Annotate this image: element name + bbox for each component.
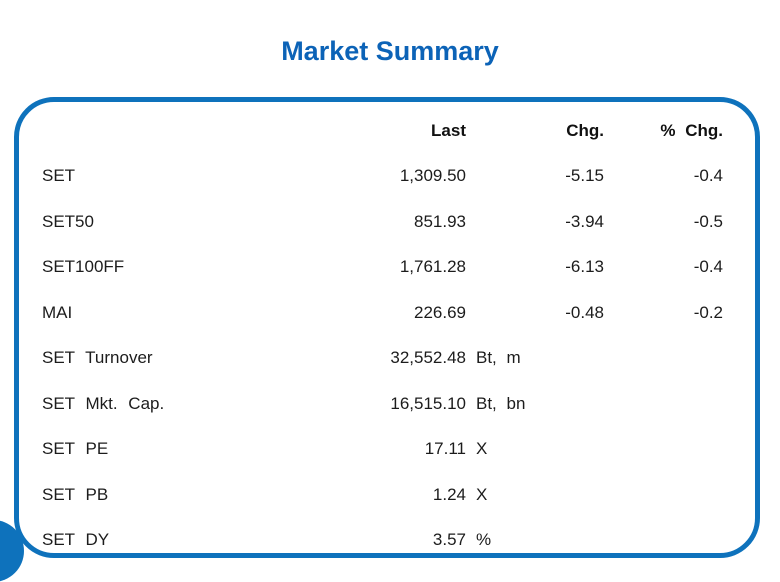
row-unit: X (476, 484, 488, 504)
row-last-value: 32,552.48 (390, 348, 466, 368)
row-last-value: 1,309.50 (399, 166, 466, 186)
row-unit: % (476, 530, 492, 550)
row-pct-chg-value: -0.4 (693, 166, 723, 186)
market-summary-card: Last Chg. % Chg. SET 1,309.50 -5.15 -0.4… (14, 97, 760, 558)
row-pct-chg-value: -0.2 (693, 302, 723, 322)
row-unit: Bt, bn (476, 393, 526, 413)
table-header-row: Last Chg. % Chg. (19, 108, 755, 154)
table-row: SET Mkt. Cap. 16,515.10 Bt, bn (19, 381, 755, 427)
header-chg: Chg. (566, 120, 604, 140)
table-row: SET50 851.93 -3.94 -0.5 (19, 199, 755, 245)
row-label: SET Turnover (42, 348, 153, 368)
row-last-value: 1.24 (432, 484, 466, 504)
table-row: MAI 226.69 -0.48 -0.2 (19, 290, 755, 336)
row-last-value: 3.57 (432, 530, 466, 550)
row-chg-value: -6.13 (565, 257, 604, 277)
row-last-value: 16,515.10 (390, 393, 466, 413)
row-unit: X (476, 439, 488, 459)
row-label: MAI (42, 302, 73, 322)
row-label: SET (42, 166, 76, 186)
table-row: SET 1,309.50 -5.15 -0.4 (19, 154, 755, 200)
page-title: Market Summary (281, 36, 499, 66)
row-chg-value: -0.48 (565, 302, 604, 322)
row-pct-chg-value: -0.5 (693, 211, 723, 231)
row-last-value: 17.11 (424, 439, 466, 459)
table-body: SET 1,309.50 -5.15 -0.4 SET50 851.93 -3.… (19, 154, 755, 554)
row-unit: Bt, m (476, 348, 521, 368)
row-label: SET50 (42, 211, 94, 231)
header-last: Last (431, 120, 466, 140)
row-label: SET PE (42, 439, 109, 459)
table-row: SET PE 17.11 X (19, 427, 755, 473)
table-row: SET100FF 1,761.28 -6.13 -0.4 (19, 245, 755, 291)
table-row: SET Turnover 32,552.48 Bt, m (19, 336, 755, 382)
row-label: SET DY (42, 530, 110, 550)
header-pct-chg: % Chg. (660, 120, 723, 140)
row-chg-value: -5.15 (565, 166, 604, 186)
row-last-value: 1,761.28 (399, 257, 466, 277)
row-label: SET100FF (42, 257, 125, 277)
row-pct-chg-value: -0.4 (693, 257, 723, 277)
row-label: SET PB (42, 484, 109, 504)
table-row: SET PB 1.24 X (19, 472, 755, 518)
row-label: SET Mkt. Cap. (42, 393, 165, 413)
row-last-value: 851.93 (414, 211, 466, 231)
table-row: SET DY 3.57 % (19, 518, 755, 554)
row-last-value: 226.69 (414, 302, 466, 322)
row-chg-value: -3.94 (565, 211, 604, 231)
